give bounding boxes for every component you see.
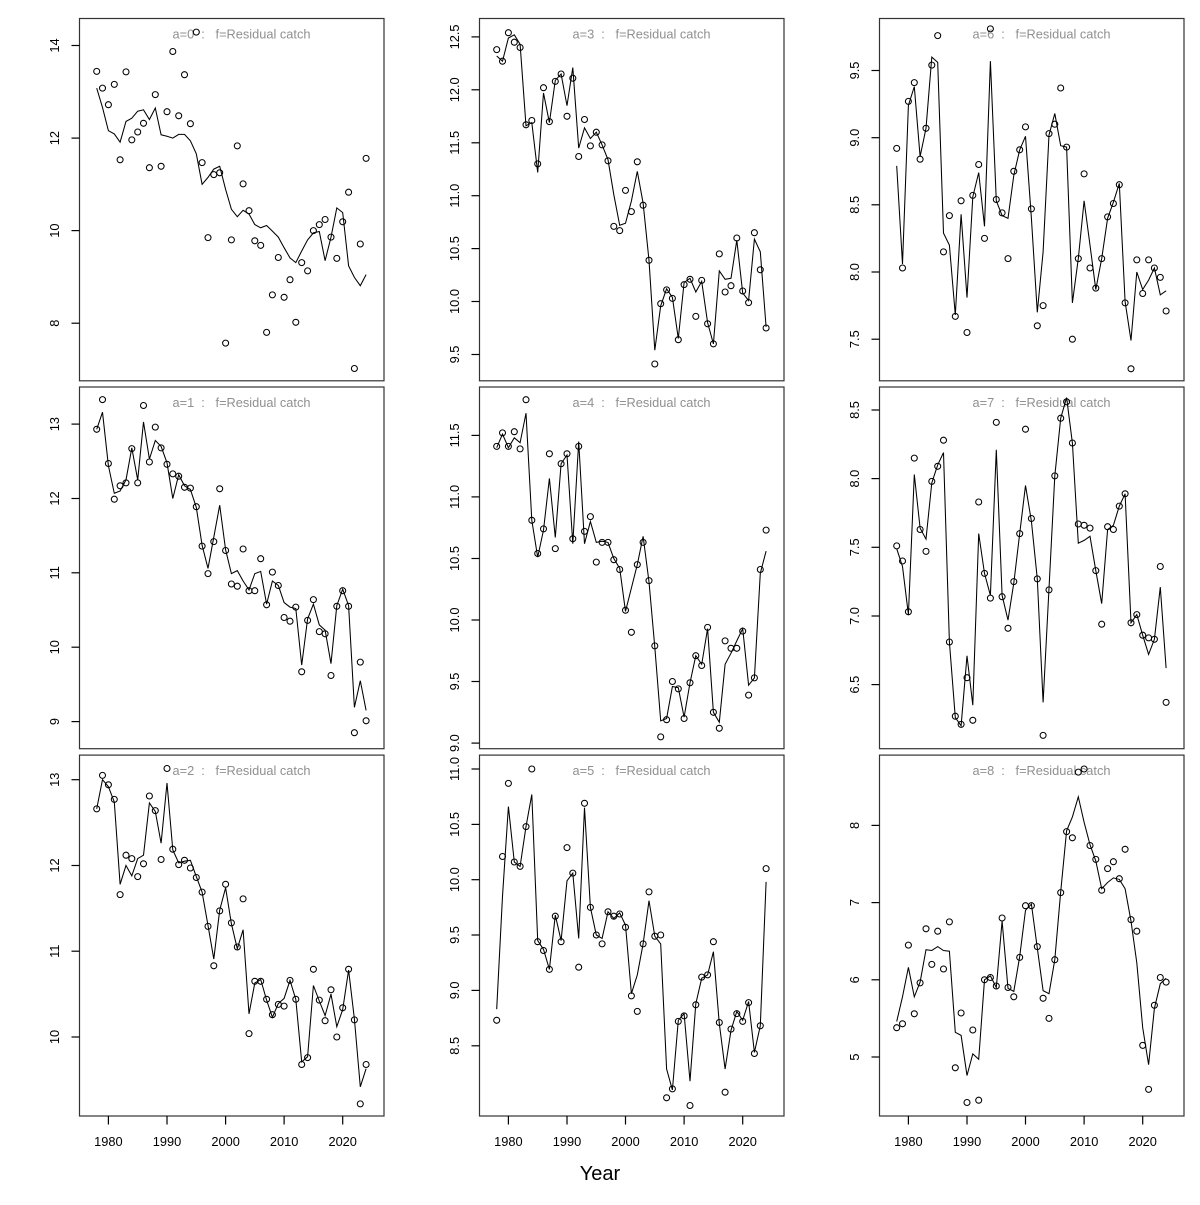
svg-text:6.5: 6.5 [847, 676, 862, 694]
svg-text:1990: 1990 [553, 1134, 581, 1149]
svg-text:10: 10 [47, 1030, 62, 1044]
svg-text:1980: 1980 [494, 1134, 522, 1149]
svg-text:9.5: 9.5 [447, 926, 462, 944]
svg-text:9.5: 9.5 [447, 346, 462, 364]
svg-text:2020: 2020 [1128, 1134, 1156, 1149]
svg-text:5: 5 [847, 1053, 862, 1060]
svg-text:11.5: 11.5 [447, 131, 462, 155]
svg-text:7.5: 7.5 [847, 538, 862, 556]
svg-text:10.5: 10.5 [447, 546, 462, 571]
svg-text:8.0: 8.0 [847, 470, 862, 488]
svg-text:11.5: 11.5 [447, 423, 462, 447]
svg-text:10: 10 [47, 640, 62, 654]
svg-text:2010: 2010 [270, 1134, 298, 1149]
svg-text:7.5: 7.5 [847, 330, 862, 348]
svg-text:2010: 2010 [670, 1134, 698, 1149]
svg-text:Year: Year [580, 1163, 621, 1185]
svg-text:11.0: 11.0 [447, 485, 462, 509]
svg-text:8.0: 8.0 [847, 263, 862, 281]
svg-text:8.5: 8.5 [847, 401, 862, 419]
svg-text:11: 11 [47, 566, 62, 579]
svg-text:2000: 2000 [611, 1134, 639, 1149]
svg-text:13: 13 [47, 773, 62, 787]
svg-text:a=3 : f=Residual catch: a=3 : f=Residual catch [572, 27, 710, 42]
svg-text:2000: 2000 [1011, 1134, 1039, 1149]
svg-text:1990: 1990 [153, 1134, 181, 1149]
svg-text:9.0: 9.0 [447, 734, 462, 752]
svg-text:2020: 2020 [328, 1134, 356, 1149]
svg-text:a=2 : f=Residual catch: a=2 : f=Residual catch [172, 763, 310, 778]
svg-text:8.5: 8.5 [847, 196, 862, 214]
svg-text:8: 8 [47, 320, 62, 327]
svg-text:12: 12 [47, 131, 62, 145]
svg-text:2010: 2010 [1070, 1134, 1098, 1149]
svg-text:10: 10 [47, 223, 62, 237]
svg-text:7: 7 [847, 899, 862, 906]
svg-text:a=0 : f=Residual catch: a=0 : f=Residual catch [172, 27, 310, 42]
svg-text:10.0: 10.0 [447, 608, 462, 633]
svg-text:12.5: 12.5 [447, 24, 462, 49]
svg-text:9.5: 9.5 [847, 62, 862, 80]
svg-text:7.0: 7.0 [847, 607, 862, 625]
svg-text:2020: 2020 [728, 1134, 756, 1149]
svg-text:12: 12 [47, 491, 62, 505]
svg-text:a=7 : f=Residual catch: a=7 : f=Residual catch [972, 395, 1110, 410]
svg-text:9.0: 9.0 [847, 129, 862, 147]
svg-text:10.5: 10.5 [447, 812, 462, 837]
svg-text:11: 11 [47, 945, 62, 958]
svg-text:10.0: 10.0 [447, 867, 462, 892]
svg-text:9.5: 9.5 [447, 673, 462, 691]
svg-text:8.5: 8.5 [447, 1037, 462, 1055]
svg-text:12.0: 12.0 [447, 77, 462, 102]
svg-text:a=8 : f=Residual catch: a=8 : f=Residual catch [972, 763, 1110, 778]
svg-text:1980: 1980 [94, 1134, 122, 1149]
svg-text:11.0: 11.0 [447, 184, 462, 208]
svg-text:14: 14 [47, 38, 62, 52]
svg-text:10.0: 10.0 [447, 289, 462, 314]
svg-text:9: 9 [47, 718, 62, 725]
svg-text:6: 6 [847, 976, 862, 983]
svg-text:8: 8 [847, 822, 862, 829]
svg-text:a=6 : f=Residual catch: a=6 : f=Residual catch [972, 27, 1110, 42]
svg-text:2000: 2000 [211, 1134, 239, 1149]
svg-text:13: 13 [47, 417, 62, 431]
svg-text:10.5: 10.5 [447, 236, 462, 261]
svg-text:9.0: 9.0 [447, 982, 462, 1000]
svg-text:1980: 1980 [894, 1134, 922, 1149]
svg-text:11.0: 11.0 [447, 757, 462, 781]
svg-text:1990: 1990 [953, 1134, 981, 1149]
svg-text:a=5 : f=Residual catch: a=5 : f=Residual catch [572, 763, 710, 778]
svg-text:a=4 : f=Residual catch: a=4 : f=Residual catch [572, 395, 710, 410]
svg-text:12: 12 [47, 858, 62, 872]
svg-text:a=1 : f=Residual catch: a=1 : f=Residual catch [172, 395, 310, 410]
